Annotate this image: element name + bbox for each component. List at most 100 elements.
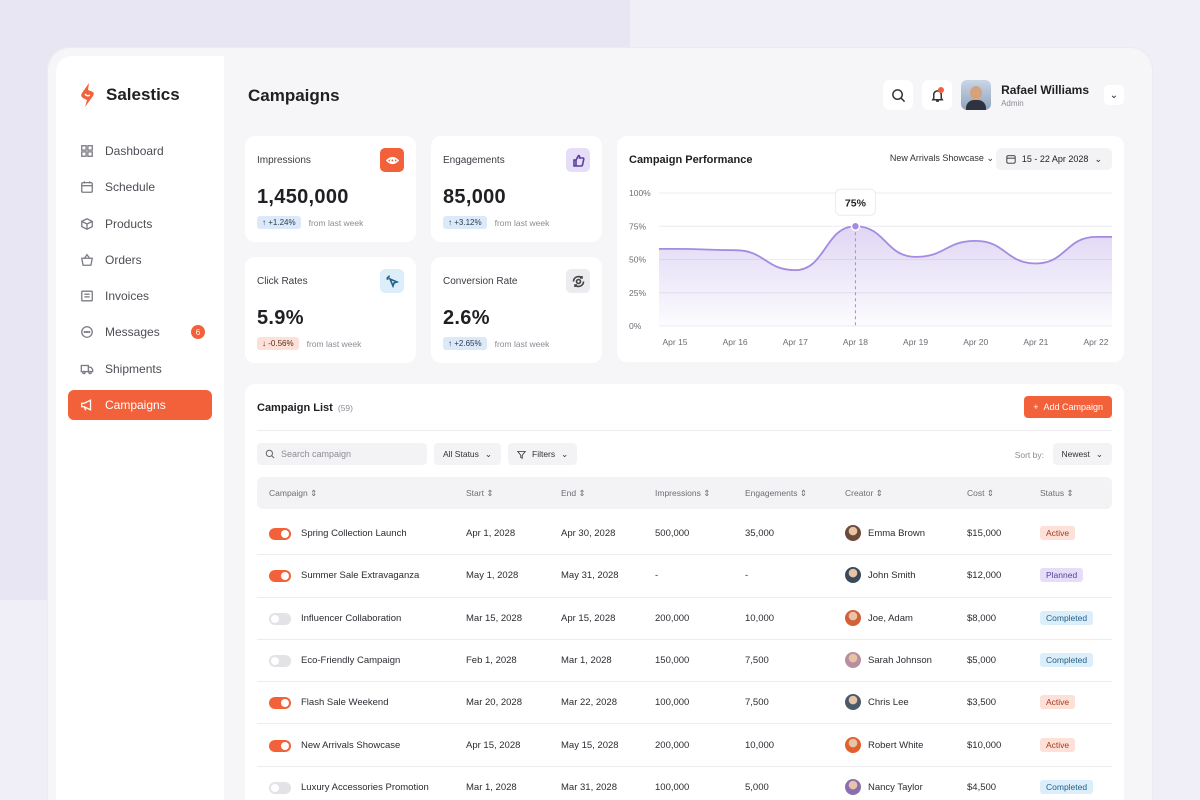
truck-icon (80, 364, 94, 375)
megaphone-icon (81, 399, 92, 411)
stat-label: Conversion Rate (443, 276, 518, 287)
stat-delta-value: +1.24% (268, 218, 296, 227)
eye-icon[interactable] (380, 148, 404, 172)
table-row[interactable]: New Arrivals Showcase Apr 15, 2028 May 1… (257, 725, 1112, 767)
stat-label: Impressions (257, 155, 311, 166)
impressions: 100,000 (655, 697, 690, 709)
sidebar-item-campaigns[interactable]: Campaigns (68, 390, 212, 421)
sidebar-item-schedule[interactable]: Schedule (68, 172, 212, 202)
campaign-name[interactable]: Summer Sale Extravaganza (301, 570, 420, 582)
engagements: 7,500 (745, 654, 769, 666)
sidebar-item-dashboard[interactable]: Dashboard (68, 136, 212, 166)
user-avatar[interactable] (961, 80, 992, 110)
creator-name: Sarah Johnson (868, 654, 932, 666)
column-header-label: Start (466, 488, 484, 498)
end-date: Mar 22, 2028 (561, 697, 617, 709)
user-name: Rafael Williams (1001, 82, 1089, 97)
campaign-toggle[interactable] (269, 528, 291, 540)
notifications-button[interactable] (922, 80, 953, 110)
column-header-engagements[interactable]: Engagements ⇕ (745, 488, 807, 499)
thumbs-up-icon[interactable] (566, 148, 590, 172)
column-header-label: Creator (845, 488, 874, 498)
stat-card-impressions: Impressions 1,450,000 ↑ +1.24% from last… (245, 136, 416, 242)
table-row[interactable]: Summer Sale Extravaganza May 1, 2028 May… (257, 555, 1112, 598)
avatar (845, 525, 861, 541)
user-menu-button[interactable]: ⌄ (1104, 85, 1124, 105)
filter-icon (517, 450, 526, 459)
status-filter[interactable]: All Status ⌄ (434, 443, 502, 465)
y-tick-label: 50% (629, 255, 646, 265)
stat-delta: ↑ +2.65% (443, 337, 487, 350)
series-area (659, 226, 1112, 326)
creator-name: Joe, Adam (868, 612, 913, 624)
table-row[interactable]: Eco-Friendly Campaign Feb 1, 2028 Mar 1,… (257, 640, 1112, 683)
table-row[interactable]: Luxury Accessories Promotion Mar 1, 2028… (257, 767, 1112, 800)
creator-name: Chris Lee (868, 697, 909, 709)
campaign-name[interactable]: Spring Collection Launch (301, 528, 407, 539)
column-header-status[interactable]: Status ⇕ (1040, 488, 1074, 499)
campaign-toggle[interactable] (269, 781, 291, 794)
stat-card-engagements: Engagements 85,000 ↑ +3.12% from last we… (431, 136, 602, 242)
campaign-select[interactable]: New Arrivals Showcase ⌄ (890, 153, 994, 164)
y-tick-label: 0% (629, 321, 642, 331)
status-badge: Completed (1040, 610, 1094, 625)
column-header-creator[interactable]: Creator ⇕ (845, 488, 883, 499)
calendar-icon (1006, 155, 1016, 164)
message-icon (81, 326, 93, 339)
sidebar-item-shipments[interactable]: Shipments (68, 354, 212, 384)
engagements: 10,000 (745, 612, 775, 624)
campaign-toggle[interactable] (269, 697, 291, 710)
filters-button[interactable]: Filters ⌄ (508, 443, 578, 465)
campaign-toggle[interactable] (269, 570, 291, 583)
cursor-click-icon[interactable] (380, 269, 404, 293)
x-tick-label: Apr 15 (662, 337, 687, 347)
campaign-name[interactable]: New Arrivals Showcase (301, 739, 401, 751)
campaign-toggle[interactable] (269, 654, 291, 667)
impressions: 150,000 (655, 654, 690, 666)
plus-icon: + (1033, 402, 1039, 412)
highlight-point (850, 221, 861, 231)
column-header-campaign[interactable]: Campaign ⇕ (269, 488, 317, 499)
campaign-toggle[interactable] (269, 612, 291, 625)
campaign-count: (59) (337, 403, 353, 413)
date-range-picker[interactable]: 15 - 22 Apr 2028 ⌄ (995, 148, 1112, 170)
sidebar-item-orders[interactable]: Orders (68, 245, 212, 275)
column-header-label: Cost (967, 488, 985, 498)
add-campaign-button[interactable]: + Add Campaign (1024, 396, 1112, 418)
grid-icon (81, 145, 93, 157)
chevron-down-icon: ⌄ (561, 448, 569, 459)
column-header-start[interactable]: Start ⇕ (466, 488, 493, 499)
sort-select[interactable]: Newest ⌄ (1052, 443, 1112, 465)
column-header-cost[interactable]: Cost ⇕ (967, 488, 994, 499)
campaign-toggle[interactable] (269, 739, 291, 752)
column-header-label: Campaign (269, 488, 308, 498)
sidebar-item-messages[interactable]: Messages 6 (68, 317, 212, 347)
sidebar-item-products[interactable]: Products (68, 209, 212, 239)
stat-card-conversion-rate: Conversion Rate 2.6% ↑ +2.65% from last … (431, 257, 602, 363)
x-tick-label: Apr 21 (1023, 337, 1048, 347)
search-input[interactable] (281, 449, 421, 459)
sidebar-item-invoices[interactable]: Invoices (68, 281, 212, 311)
stat-value: 85,000 (443, 186, 506, 208)
column-header-impressions[interactable]: Impressions ⇕ (655, 488, 710, 499)
sidebar: Salestics Dashboard Schedule Products Or… (56, 56, 224, 800)
table-row[interactable]: Flash Sale Weekend Mar 20, 2028 Mar 22, … (257, 682, 1112, 725)
campaign-name[interactable]: Eco-Friendly Campaign (301, 654, 401, 666)
sort-icon: ⇕ (310, 488, 318, 498)
search-icon (891, 88, 905, 102)
creator-name: John Smith (868, 570, 916, 582)
user-info[interactable]: Rafael Williams Admin (1001, 83, 1089, 108)
x-tick-label: Apr 17 (783, 337, 808, 347)
table-row[interactable]: Spring Collection Launch Apr 1, 2028 Apr… (257, 513, 1112, 556)
conversion-icon[interactable] (566, 269, 590, 293)
avatar (845, 778, 861, 795)
campaign-name[interactable]: Influencer Collaboration (301, 612, 402, 624)
search-button[interactable] (883, 80, 914, 110)
logo[interactable]: Salestics (78, 82, 180, 108)
column-header-end[interactable]: End ⇕ (561, 488, 586, 499)
x-tick-label: Apr 20 (963, 337, 988, 347)
campaign-name[interactable]: Luxury Accessories Promotion (301, 781, 429, 793)
campaign-name[interactable]: Flash Sale Weekend (301, 697, 389, 709)
table-row[interactable]: Influencer Collaboration Mar 15, 2028 Ap… (257, 598, 1112, 640)
cost: $15,000 (967, 528, 1002, 539)
